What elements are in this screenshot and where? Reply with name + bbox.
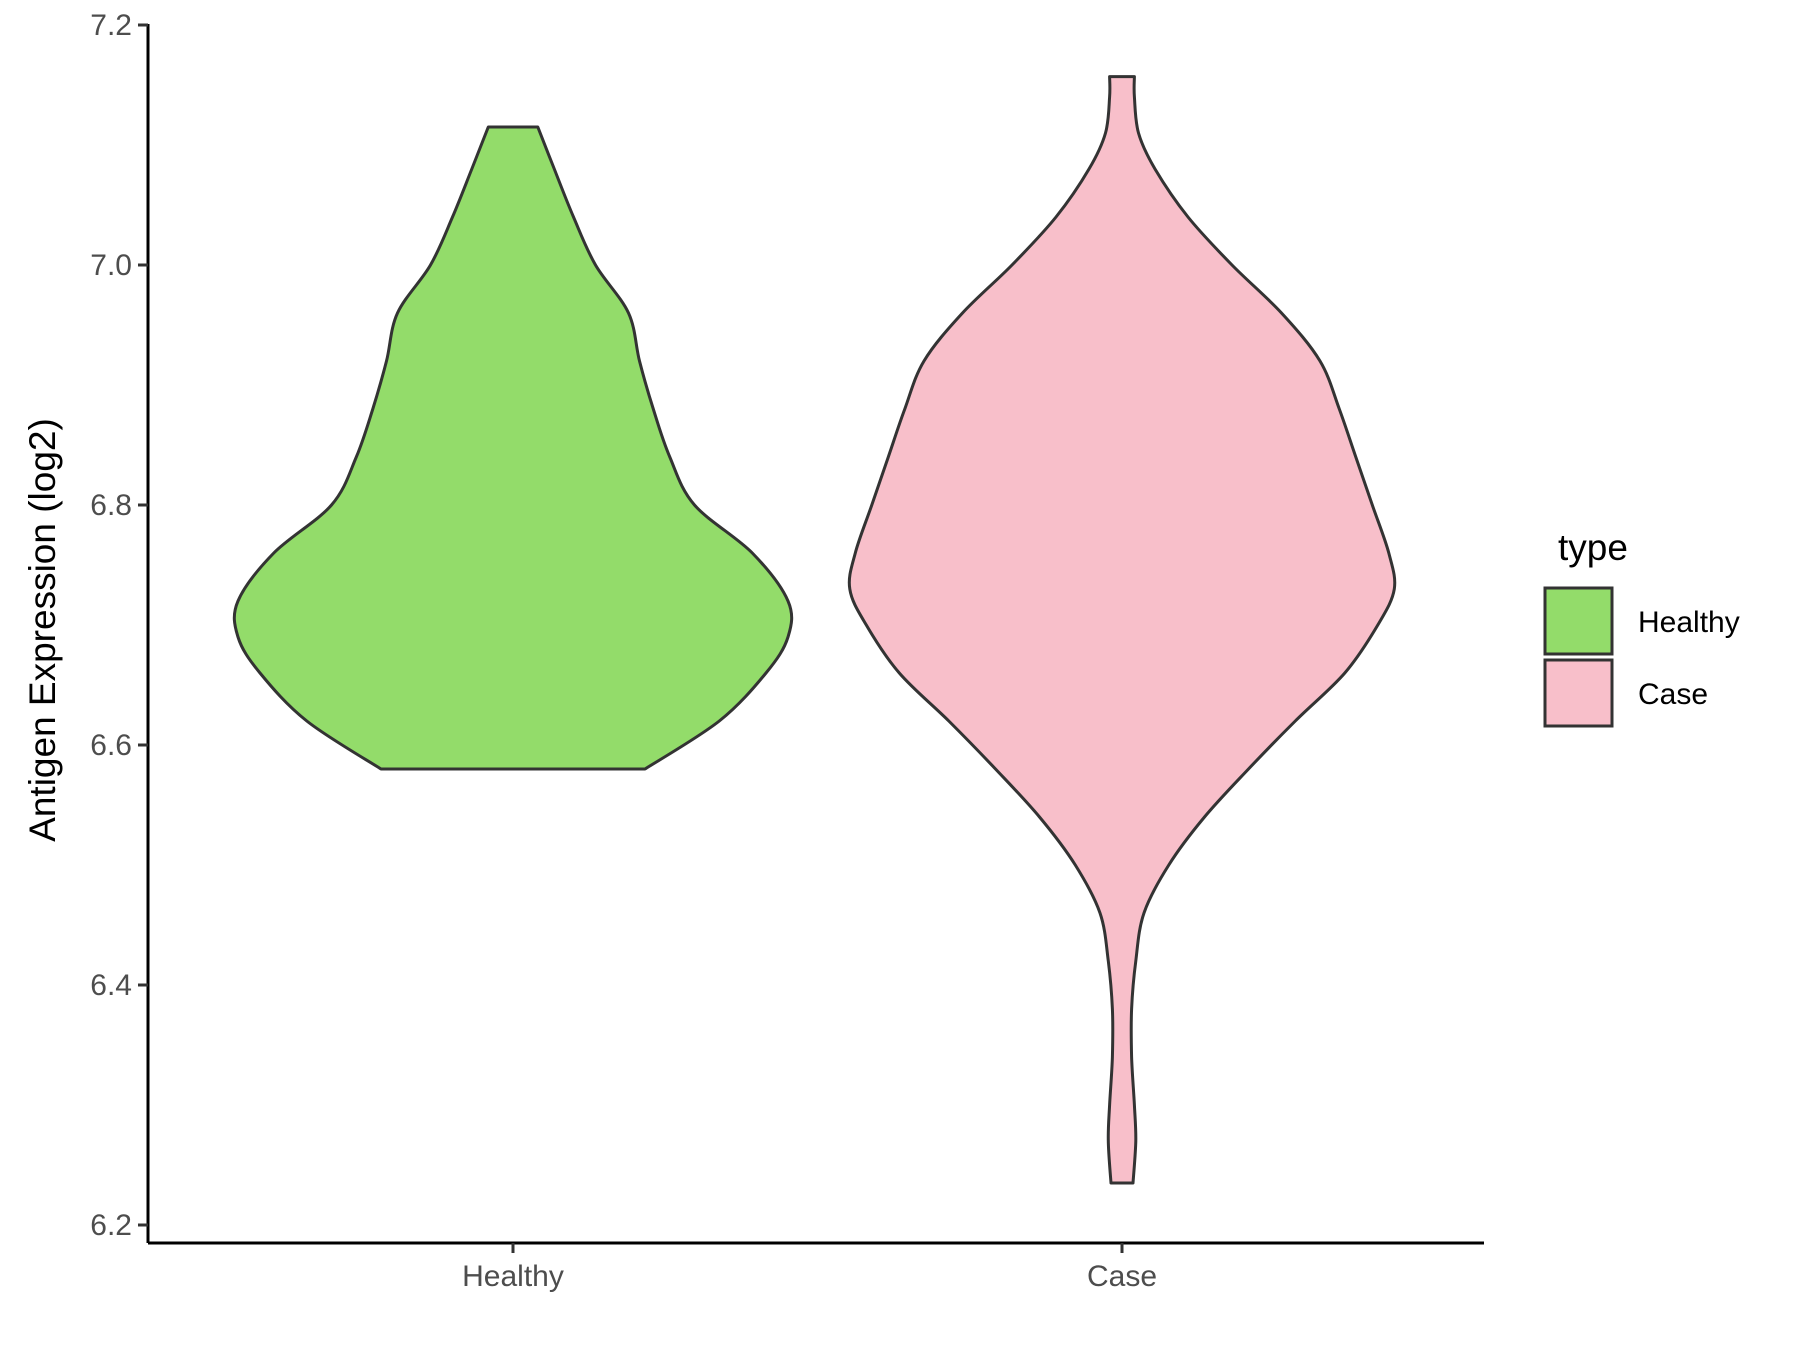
y-ticks: 6.2 6.4 6.6 6.8 7.0 7.2	[90, 9, 148, 1242]
legend-title: type	[1558, 527, 1628, 568]
y-tick-label: 7.2	[90, 9, 132, 42]
y-tick-label: 6.6	[90, 729, 132, 762]
violin-healthy	[232, 125, 794, 771]
legend: type Healthy Case	[1543, 527, 1740, 728]
x-tick-label-healthy: Healthy	[462, 1260, 564, 1293]
y-tick-label: 6.2	[90, 1209, 132, 1242]
y-axis-title: Antigen Expression (log2)	[22, 418, 63, 842]
y-tick-label: 7.0	[90, 249, 132, 282]
x-ticks: Healthy Case	[462, 1243, 1157, 1293]
axes	[146, 24, 1484, 1245]
violins	[232, 75, 1397, 1185]
legend-label-case: Case	[1638, 678, 1708, 711]
violin-case	[847, 75, 1397, 1185]
legend-swatch-healthy	[1543, 586, 1614, 656]
y-tick-label: 6.8	[90, 489, 132, 522]
legend-label-healthy: Healthy	[1638, 606, 1740, 639]
y-tick-label: 6.4	[90, 969, 132, 1002]
x-tick-label-case: Case	[1087, 1260, 1157, 1293]
legend-swatch-case	[1543, 658, 1614, 728]
